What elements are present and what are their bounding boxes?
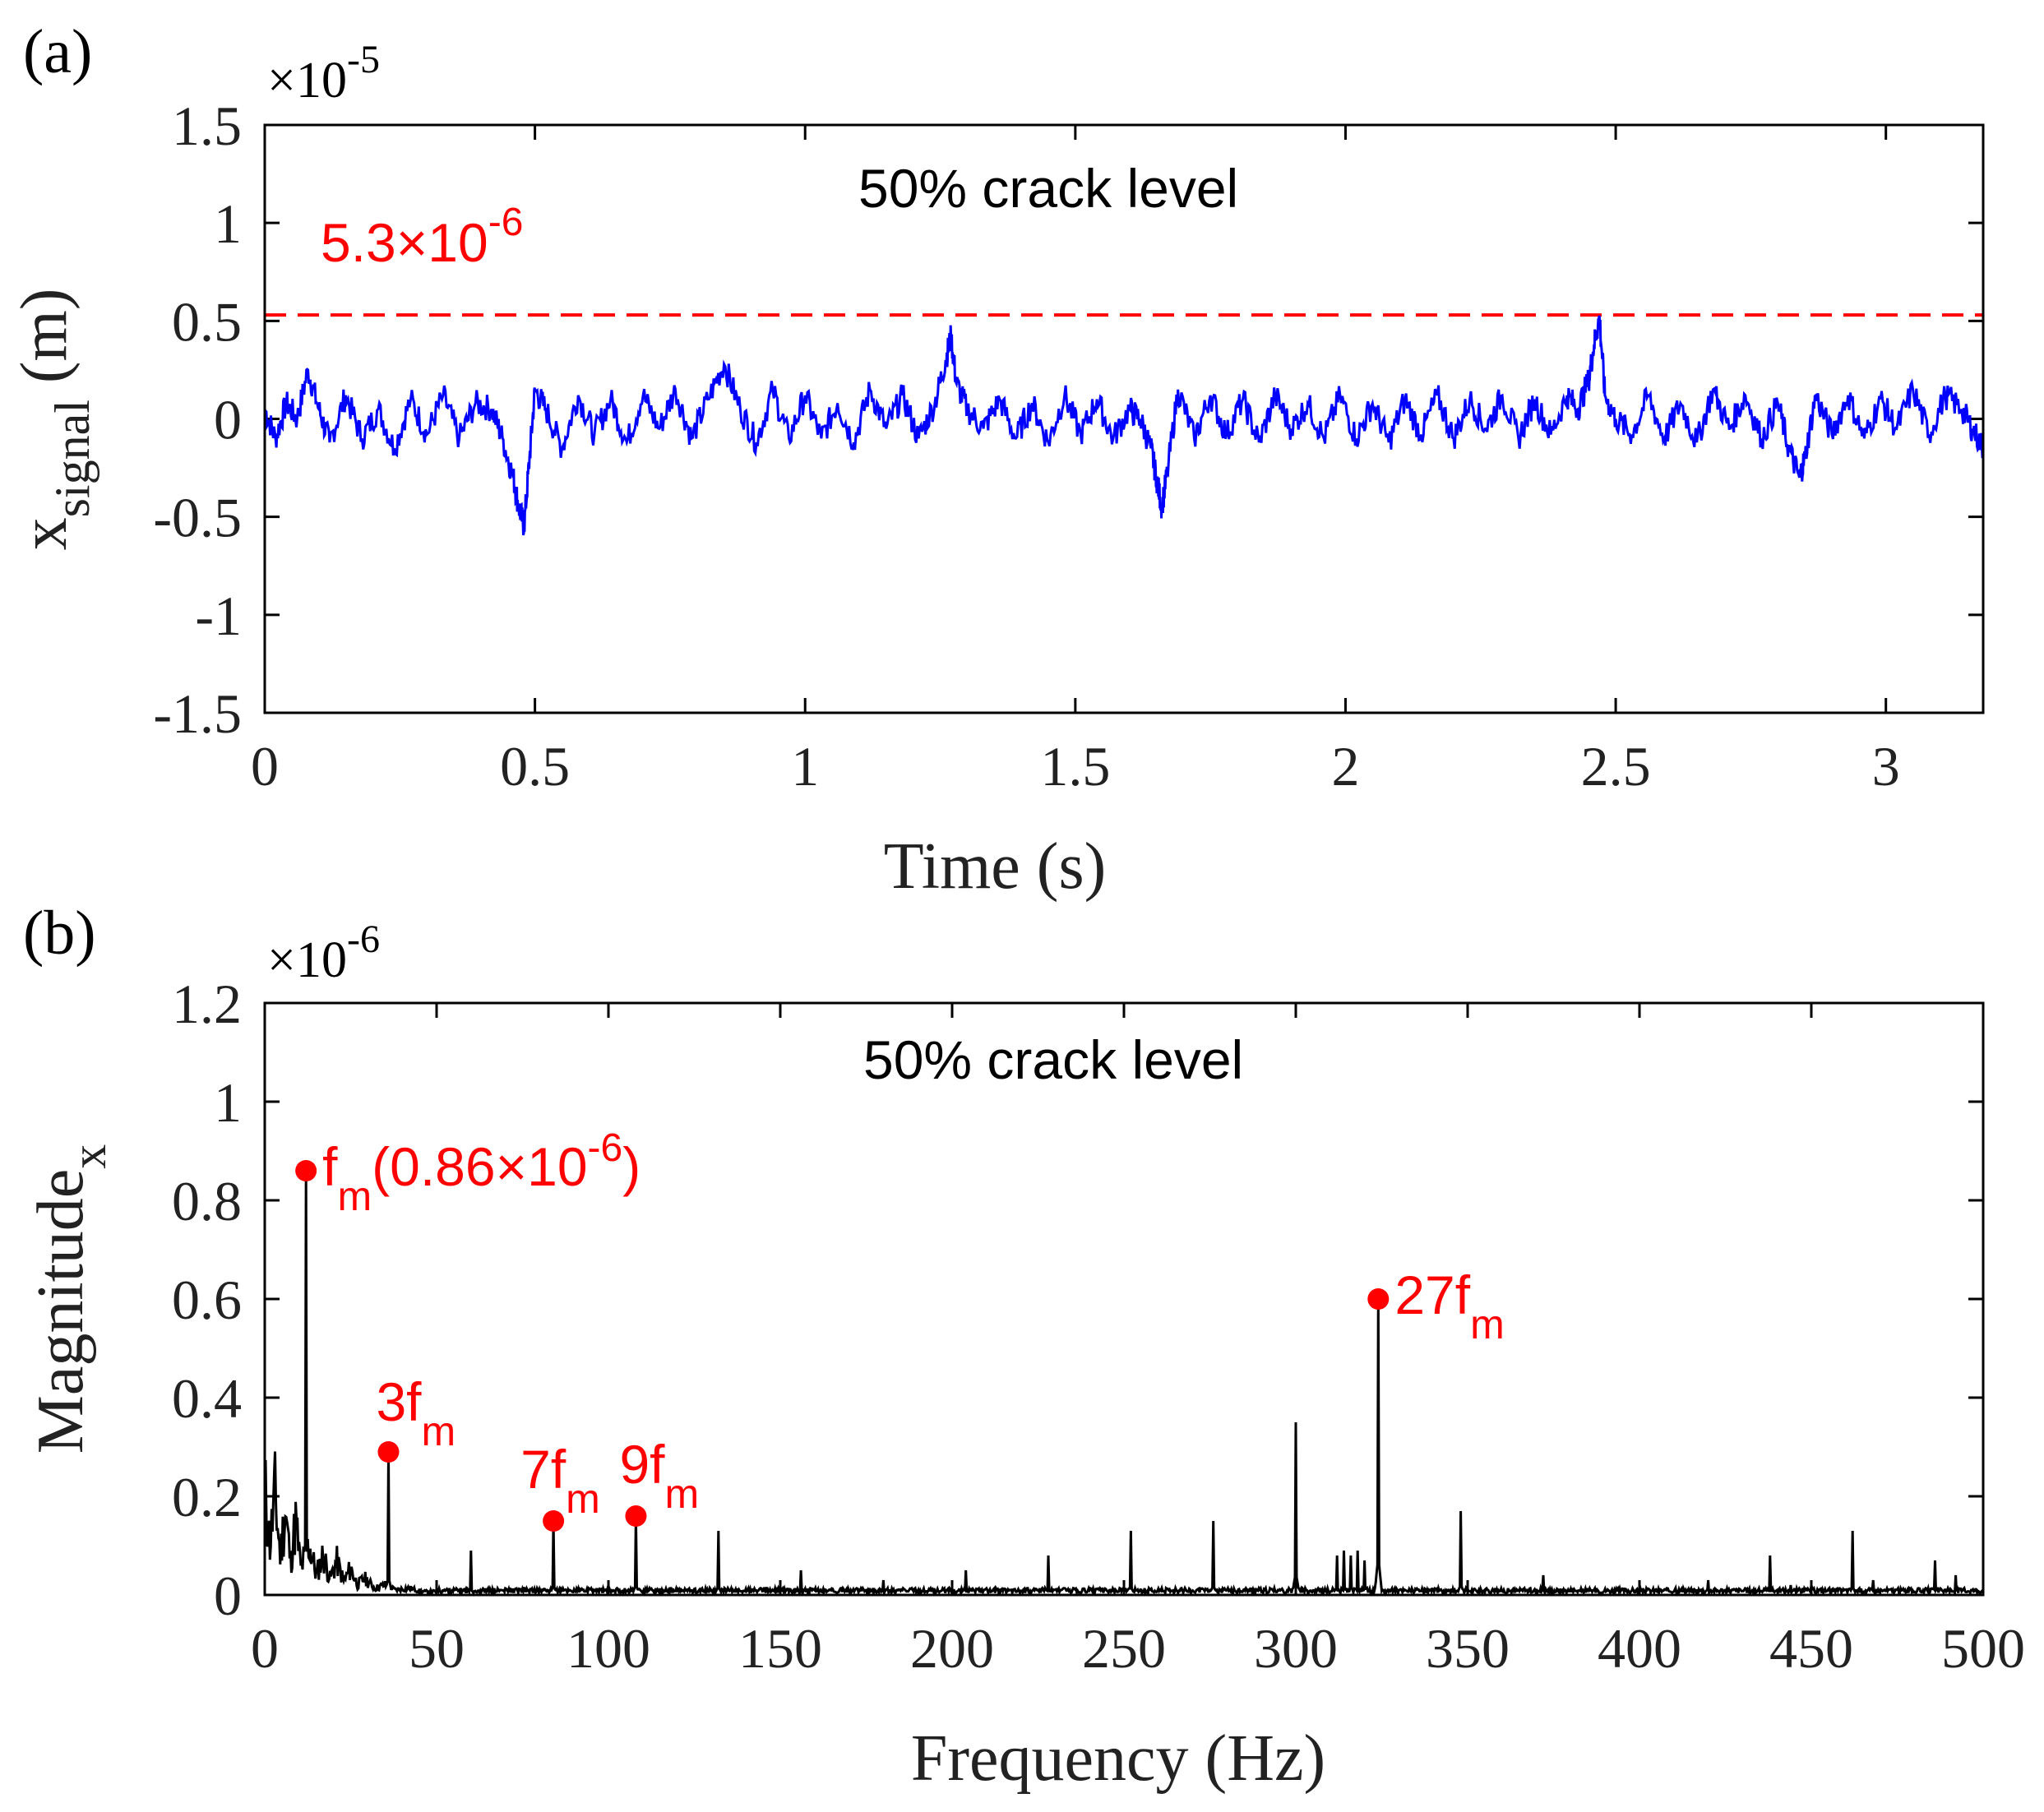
panel-a-xtick-label: 2.5 — [1581, 735, 1651, 797]
panel-b-xtick-label: 0 — [251, 1617, 279, 1680]
panel-a-ytick-label: 0.5 — [172, 290, 242, 353]
panel-b-peak-label: 3fm — [376, 1371, 456, 1454]
panel-a-ylabel-unit: (m) — [8, 289, 81, 400]
panel-b-xlabel: Frequency (Hz) — [911, 1722, 1325, 1795]
panel-a-ytick-label: -0.5 — [153, 487, 242, 549]
panel-b-ytick-label: 1 — [214, 1071, 242, 1134]
panel-b-xtick-label: 150 — [738, 1617, 822, 1680]
panel-b-title: 50% crack level — [863, 1029, 1243, 1090]
panel-a-xtick-label: 2 — [1331, 735, 1359, 797]
panel-a-ylabel-main: x — [8, 517, 81, 550]
panel-b-peak-marker — [625, 1505, 647, 1527]
panel-a-xlabel: Time (s) — [884, 830, 1106, 903]
panel-b-peak-marker — [1367, 1288, 1390, 1310]
panel-a-ytick-label: -1.5 — [153, 682, 242, 745]
panel-b-peak-marker — [543, 1510, 565, 1532]
panel-a-ticks: 0 0.5 1 1.5 2 2.5 3 -1.5 -1 -0.5 0 0.5 1 1.5 — [153, 95, 1983, 797]
panel-b-xtick-label: 200 — [910, 1617, 994, 1680]
panel-b-peak-label: 9fm — [619, 1434, 699, 1517]
panel-b-exponent: ×10-6 — [267, 918, 380, 988]
panel-a-ytick-label: 0 — [214, 389, 242, 451]
panel-a-exponent-power: -5 — [347, 38, 380, 81]
panel-b-ytick-label: 1.2 — [172, 973, 242, 1035]
panel-b-exponent-power: -6 — [347, 918, 380, 961]
panel-b-ticks: 0 50 100 150 200 250 300 350 400 450 500 0 0.2 0.4 0.6… — [172, 973, 2025, 1680]
panel-a-threshold-power: -6 — [488, 201, 524, 244]
panel-b-xtick-label: 350 — [1426, 1617, 1510, 1680]
panel-b-peak-marker — [295, 1160, 317, 1181]
panel-b-xtick-label: 50 — [409, 1617, 465, 1680]
panel-b-ylabel: Magnitudex — [25, 1144, 116, 1454]
panel-a-ytick-label: 1 — [214, 192, 242, 255]
panel-b-spectrum-line — [265, 1170, 1983, 1595]
panel-b-xtick-label: 450 — [1769, 1617, 1853, 1680]
panel-b-peak-label: 7fm — [520, 1439, 600, 1522]
panel-b-xtick-label: 500 — [1941, 1617, 2025, 1680]
panel-b-ylabel-sub: x — [62, 1144, 116, 1169]
panel-a-ylabel-sub: signal — [45, 400, 99, 517]
panel-b-ytick-label: 0 — [214, 1565, 242, 1627]
panel-a-xtick-label: 1 — [791, 735, 819, 797]
panel-a-threshold-label: 5.3×10-6 — [321, 201, 523, 273]
panel-a-exponent: ×10-5 — [267, 38, 380, 109]
panel-b-ytick-label: 0.8 — [172, 1170, 242, 1232]
panel-a: (a) ×10-5 0 0.5 1 1.5 2 2.5 3 -1.5 -1 -0.5 0 0.5 1 1.… — [8, 17, 1985, 903]
panel-a-title: 50% crack level — [858, 158, 1238, 219]
panel-b-xtick-label: 100 — [566, 1617, 650, 1680]
panel-b-label: (b) — [23, 899, 96, 968]
panel-b-ytick-label: 0.2 — [172, 1466, 242, 1528]
panel-b-peak-label: 27fm — [1394, 1264, 1504, 1347]
panel-b-ylabel-main: Magnitude — [25, 1169, 97, 1454]
panel-b-xtick-label: 300 — [1254, 1617, 1338, 1680]
panel-b: (b) ×10-6 0 50 100 150 200 250 300 350 400 450 500… — [23, 899, 2025, 1795]
panel-a-ytick-label: -1 — [195, 585, 242, 647]
panel-b-axes-box — [263, 1001, 1985, 1597]
panel-a-signal-line — [265, 315, 1983, 536]
panel-a-label: (a) — [23, 17, 92, 86]
panel-a-exponent-prefix: ×10 — [267, 53, 347, 109]
panel-a-threshold-mantissa: 5.3×10 — [321, 212, 488, 273]
panel-b-exponent-prefix: ×10 — [267, 932, 347, 988]
panel-a-ytick-label: 1.5 — [172, 95, 242, 157]
panel-a-axes-box — [263, 123, 1985, 714]
panel-a-xtick-label: 0 — [251, 735, 279, 797]
panel-a-xtick-label: 3 — [1872, 735, 1900, 797]
panel-b-ytick-label: 0.6 — [172, 1269, 242, 1331]
panel-a-ylabel: xsignal (m) — [8, 289, 99, 551]
panel-a-xtick-label: 0.5 — [500, 735, 570, 797]
panel-a-xtick-label: 1.5 — [1040, 735, 1110, 797]
panel-b-ytick-label: 0.4 — [172, 1367, 242, 1430]
panel-b-xtick-label: 250 — [1082, 1617, 1166, 1680]
panel-b-peak-marker — [377, 1441, 400, 1463]
panel-b-peak-label: fm(0.86×10-6) — [322, 1126, 640, 1219]
panel-b-xtick-label: 400 — [1598, 1617, 1681, 1680]
